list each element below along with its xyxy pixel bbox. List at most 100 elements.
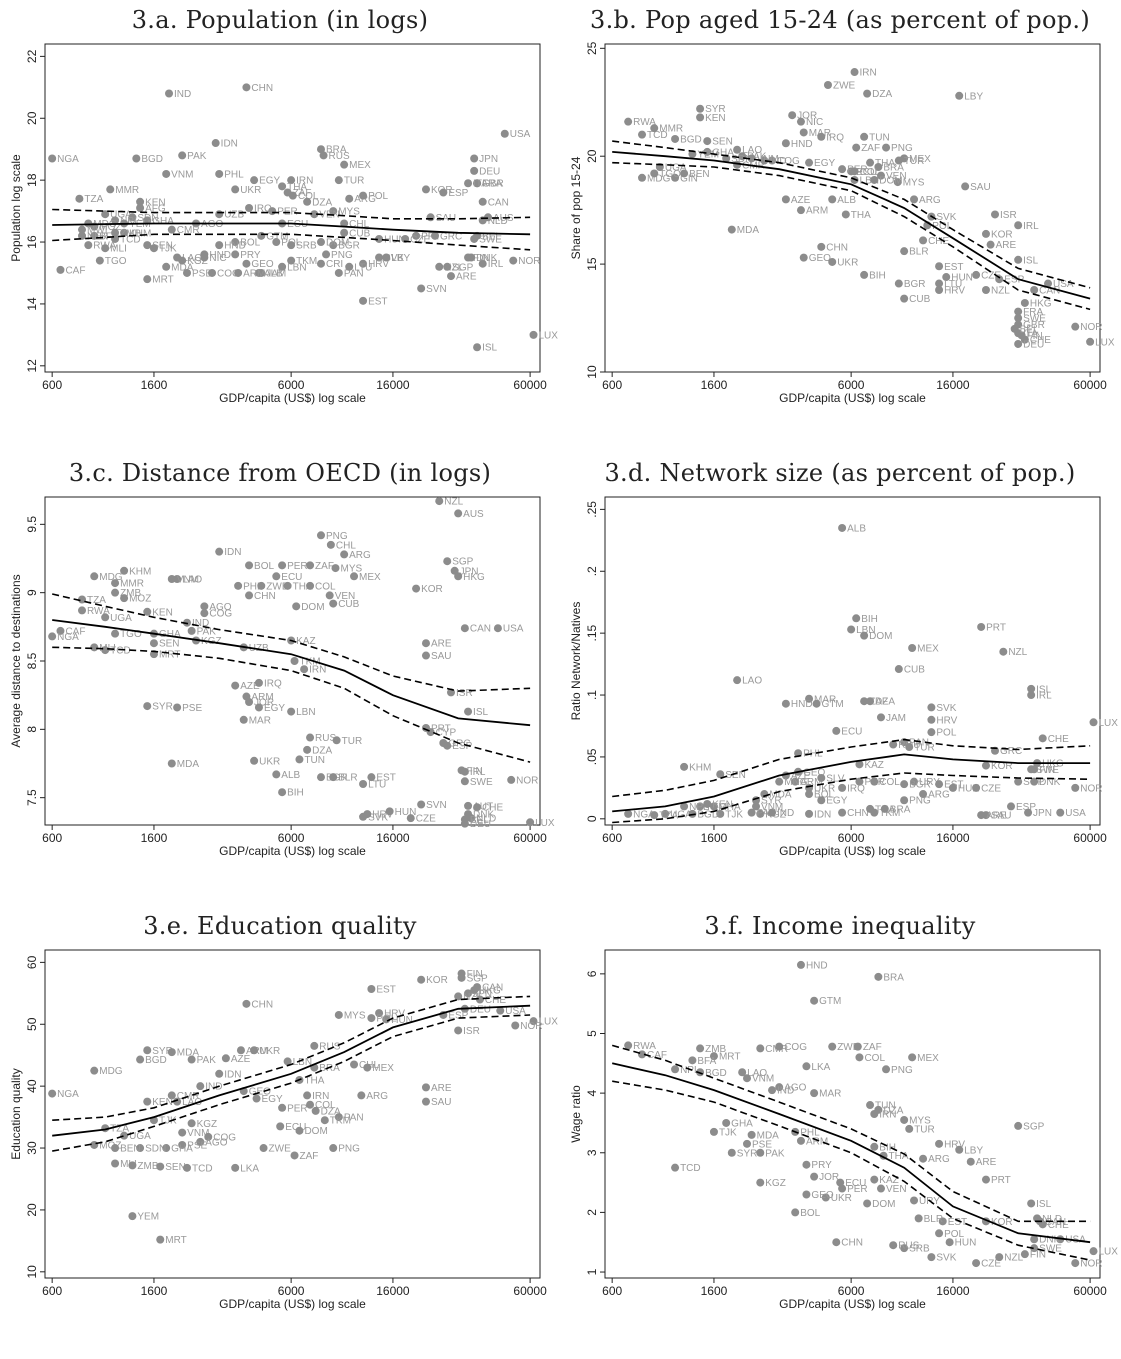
y-tick-label: 9 bbox=[25, 589, 39, 596]
data-point bbox=[443, 741, 452, 750]
point-label: NIC bbox=[806, 117, 823, 128]
data-point bbox=[464, 707, 473, 716]
data-point bbox=[1030, 777, 1039, 786]
data-point bbox=[889, 1241, 898, 1250]
x-tick-label: 60000 bbox=[1073, 831, 1107, 845]
x-axis-label: GDP/capita (US$) log scale bbox=[779, 391, 926, 405]
data-point bbox=[211, 139, 220, 148]
point-label: MEX bbox=[359, 572, 381, 583]
point-label: THA bbox=[851, 210, 871, 221]
point-label: EGY bbox=[814, 158, 835, 169]
data-point bbox=[638, 130, 647, 139]
point-label: CHE bbox=[485, 995, 506, 1006]
data-point bbox=[331, 564, 340, 573]
data-point bbox=[894, 665, 903, 674]
point-label: IND bbox=[192, 618, 209, 629]
point-label: IRQ bbox=[847, 783, 865, 794]
data-point bbox=[935, 286, 944, 294]
point-label: CHN bbox=[251, 83, 273, 94]
data-point bbox=[478, 259, 487, 268]
point-label: ISL bbox=[1036, 684, 1051, 695]
data-point bbox=[156, 1162, 165, 1171]
point-label: PSE bbox=[752, 1139, 772, 1150]
data-point bbox=[828, 1042, 837, 1051]
data-point bbox=[221, 1054, 230, 1063]
point-label: ECU bbox=[285, 1122, 306, 1133]
y-tick-label: 60 bbox=[25, 955, 39, 969]
y-tick-label: 0 bbox=[585, 815, 599, 822]
point-label: GEO bbox=[249, 1087, 271, 1098]
data-point bbox=[509, 256, 518, 265]
point-label: HKG bbox=[1030, 298, 1052, 309]
data-point bbox=[464, 801, 473, 810]
data-point bbox=[1030, 1244, 1039, 1253]
data-point bbox=[56, 626, 65, 635]
data-point bbox=[252, 1094, 261, 1103]
data-point bbox=[101, 210, 110, 219]
point-label: TJK bbox=[159, 1116, 177, 1127]
data-point bbox=[417, 284, 426, 293]
data-point bbox=[359, 296, 368, 305]
data-point bbox=[345, 194, 354, 203]
point-label: DZA bbox=[875, 697, 895, 708]
point-label: PNG bbox=[891, 1065, 913, 1076]
point-label: USA bbox=[1065, 808, 1086, 819]
point-label: MAR bbox=[814, 694, 836, 705]
data-point bbox=[245, 204, 254, 212]
point-label: UKR bbox=[814, 783, 835, 794]
data-point bbox=[874, 163, 883, 171]
data-point bbox=[900, 1115, 909, 1124]
data-point bbox=[756, 1044, 765, 1053]
data-point bbox=[624, 1041, 633, 1050]
fit-line bbox=[52, 619, 531, 727]
point-label: PER bbox=[847, 1184, 868, 1195]
data-point bbox=[1014, 1121, 1023, 1130]
point-label: CAN bbox=[470, 624, 491, 635]
data-point bbox=[111, 1159, 120, 1168]
point-label: NGA bbox=[57, 1089, 79, 1100]
point-label: MMR bbox=[115, 185, 139, 196]
point-label: ISL bbox=[1023, 255, 1038, 266]
fit-line bbox=[52, 1004, 531, 1137]
point-label: SGP bbox=[452, 262, 473, 273]
point-label: LUX bbox=[1099, 718, 1119, 729]
point-label: IRQ bbox=[264, 678, 282, 689]
point-label: NLD bbox=[1042, 1214, 1062, 1225]
data-point bbox=[768, 808, 777, 817]
point-label: LKA bbox=[811, 1062, 830, 1073]
point-label: ISL bbox=[473, 707, 488, 718]
data-point bbox=[464, 179, 473, 188]
y-tick-label: 10 bbox=[25, 1265, 39, 1279]
point-label: MMR bbox=[659, 124, 683, 135]
ci-upper-line bbox=[611, 1044, 1091, 1223]
point-label: BEN bbox=[120, 1144, 141, 1155]
point-label: GTM bbox=[266, 231, 288, 242]
point-label: SDN bbox=[731, 154, 752, 165]
data-point bbox=[981, 1175, 990, 1184]
data-point bbox=[817, 773, 826, 782]
data-point bbox=[283, 1057, 292, 1066]
data-point bbox=[1089, 718, 1098, 727]
data-point bbox=[120, 1131, 129, 1140]
y-axis-label: Average distance to destinations bbox=[9, 574, 23, 747]
point-label: MNG bbox=[784, 777, 808, 788]
point-label: FRA bbox=[1023, 307, 1043, 318]
point-label: GEO bbox=[803, 767, 825, 778]
point-label: MDA bbox=[177, 1048, 200, 1059]
point-label: ZAF bbox=[869, 697, 888, 708]
data-point bbox=[460, 777, 469, 786]
chart-title: 3.a. Population (in logs) bbox=[131, 6, 429, 34]
point-label: POL bbox=[368, 191, 388, 202]
data-point bbox=[870, 1175, 879, 1184]
point-label: NZL bbox=[991, 286, 1010, 297]
data-point bbox=[855, 1053, 864, 1062]
data-point bbox=[460, 767, 469, 776]
data-point bbox=[326, 540, 335, 549]
data-point bbox=[196, 1082, 205, 1091]
point-label: GHA bbox=[171, 1144, 193, 1155]
data-point bbox=[278, 262, 287, 271]
point-label: AUT bbox=[473, 801, 493, 812]
data-point bbox=[84, 241, 93, 250]
point-label: PSE bbox=[187, 1140, 207, 1151]
point-label: CRI bbox=[326, 259, 343, 270]
